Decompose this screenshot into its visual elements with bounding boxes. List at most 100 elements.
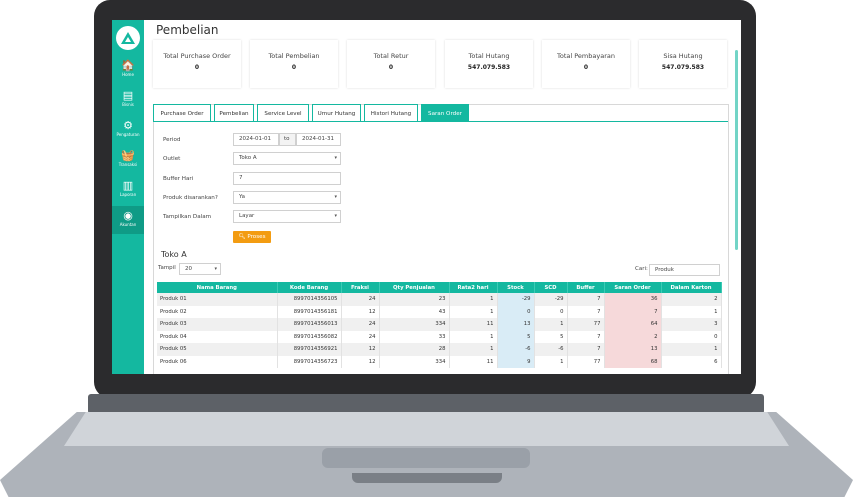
- table-cell: 2: [604, 330, 662, 343]
- tab-pembelian[interactable]: Pembelian: [214, 104, 254, 122]
- column-header[interactable]: Nama Barang: [157, 282, 278, 293]
- table-cell: 24: [341, 318, 380, 331]
- buffer-hari-input[interactable]: 7: [233, 172, 341, 185]
- column-header[interactable]: SCD: [534, 282, 568, 293]
- column-header[interactable]: Buffer: [567, 282, 605, 293]
- table-cell: 1: [661, 305, 722, 318]
- laptop-trackpad: [322, 448, 530, 468]
- table-cell: 13: [497, 318, 535, 331]
- table-cell: 36: [604, 293, 662, 306]
- sidebar-item-label: Pengaturan: [116, 132, 140, 137]
- table-row: Produk 06 8997014356723 12 334 11 9 1 77 68 6: [157, 355, 722, 368]
- table-cell: 0: [661, 330, 722, 343]
- table-cell: -6: [497, 343, 535, 356]
- card-value: 547.079.583: [467, 64, 511, 71]
- table-cell: 1: [534, 318, 568, 331]
- card-title: Total Pembayaran: [557, 52, 615, 60]
- table-row: Produk 05 8997014356921 12 28 1 -6 -6 7 13 1: [157, 343, 722, 356]
- gears-icon: ⚙: [123, 119, 133, 132]
- table-cell: -6: [534, 343, 568, 356]
- table-cell: 24: [341, 293, 380, 306]
- column-header[interactable]: Kode Barang: [277, 282, 342, 293]
- table-cell: 12: [341, 305, 380, 318]
- sidebar-item-label: Laporan: [119, 192, 137, 197]
- column-header[interactable]: Fraksi: [341, 282, 380, 293]
- show-entries-label: Tampil: [158, 265, 176, 271]
- summary-card: Sisa Hutang 547.079.583: [639, 40, 727, 88]
- show-entries-select[interactable]: 20: [179, 263, 221, 275]
- table-cell: 5: [497, 330, 535, 343]
- summary-card: Total Pembayaran 0: [542, 40, 630, 88]
- card-title: Total Pembelian: [268, 52, 320, 60]
- search-label: Cari:: [635, 266, 648, 272]
- table-cell: 28: [379, 343, 450, 356]
- table-cell: 33: [379, 330, 450, 343]
- search-input[interactable]: Produk: [649, 264, 720, 276]
- tab-service-level[interactable]: Service Level: [257, 104, 309, 122]
- column-header[interactable]: Rata2 hari: [449, 282, 498, 293]
- table-cell: 7: [567, 330, 605, 343]
- card-value: 547.079.583: [661, 64, 705, 71]
- sidebar-item-bisnis[interactable]: ▤ Bisnis: [112, 86, 144, 114]
- table-cell: 12: [341, 355, 380, 368]
- proses-button[interactable]: 🔍︎ Proses: [233, 231, 271, 243]
- sidebar-item-akuntan[interactable]: ◉ Akuntan: [112, 206, 144, 234]
- column-header[interactable]: Stock: [497, 282, 535, 293]
- basket-icon: 🧺: [121, 149, 135, 162]
- tampilkan-dalam-select[interactable]: Layar: [233, 210, 341, 223]
- table-cell: 7: [567, 293, 605, 306]
- table-cell: Produk 04: [157, 330, 278, 343]
- tab-saran-order[interactable]: Saran Order: [421, 104, 469, 122]
- period-label: Period: [163, 137, 181, 143]
- tampilkan-dalam-label: Tampilkan Dalam: [163, 214, 212, 220]
- table-cell: 7: [567, 343, 605, 356]
- period-from-input[interactable]: 2024-01-01: [233, 133, 279, 146]
- card-value: 0: [194, 64, 200, 71]
- table-cell: 8997014356181: [277, 305, 342, 318]
- table-cell: 7: [567, 305, 605, 318]
- sidebar-item-transaksi[interactable]: 🧺 Transaksi: [112, 146, 144, 174]
- table-cell: 13: [604, 343, 662, 356]
- tab-purchase-order[interactable]: Purchase Order: [153, 104, 211, 122]
- card-title: Total Retur: [373, 52, 409, 60]
- table-cell: 77: [567, 355, 605, 368]
- table-row: Produk 01 8997014356105 24 23 1 -29 -29 7 36 2: [157, 293, 722, 306]
- table-cell: 11: [449, 318, 498, 331]
- column-header[interactable]: Qty Penjualan: [379, 282, 450, 293]
- table-cell: 6: [661, 355, 722, 368]
- table-row: Produk 04 8997014356082 24 33 1 5 5 7 2 0: [157, 330, 722, 343]
- outlet-select[interactable]: Toko A: [233, 152, 341, 165]
- table-cell: 1: [449, 330, 498, 343]
- sidebar-item-home[interactable]: 🏠 Home: [112, 56, 144, 84]
- table-cell: 64: [604, 318, 662, 331]
- sidebar: 🏠 Home ▤ Bisnis ⚙ Pengaturan 🧺 Transaksi…: [112, 20, 144, 374]
- table-cell: Produk 02: [157, 305, 278, 318]
- table-cell: -29: [534, 293, 568, 306]
- store-title: Toko A: [161, 250, 187, 259]
- table-cell: 77: [567, 318, 605, 331]
- produk-disarankan-select[interactable]: Ya: [233, 191, 341, 204]
- triangle-logo-icon[interactable]: [116, 26, 140, 50]
- sidebar-item-pengaturan[interactable]: ⚙ Pengaturan: [112, 116, 144, 144]
- table-row: Produk 03 8997014356013 24 334 11 13 1 77 64 3: [157, 318, 722, 331]
- produk-disarankan-label: Produk disarankan?: [163, 195, 218, 201]
- summary-card: Total Purchase Order 0: [153, 40, 241, 88]
- home-icon: 🏠: [121, 59, 135, 72]
- laptop-notch: [352, 473, 502, 483]
- table-header-row: Nama Barang Kode Barang Fraksi Qty Penju…: [157, 282, 722, 293]
- table-cell: 1: [534, 355, 568, 368]
- table-cell: 1: [449, 343, 498, 356]
- period-to-input[interactable]: 2024-01-31: [296, 133, 341, 146]
- tab-histori-hutang[interactable]: Histori Hutang: [364, 104, 418, 122]
- column-header[interactable]: Dalam Karton: [661, 282, 722, 293]
- card-value: 0: [291, 64, 297, 71]
- page-scrollbar[interactable]: [735, 50, 738, 250]
- tab-umur-hutang[interactable]: Umur Hutang: [312, 104, 361, 122]
- column-header[interactable]: Saran Order: [604, 282, 662, 293]
- laptop-hinge: [88, 394, 764, 414]
- ledger-icon: ▤: [122, 89, 134, 102]
- table-cell: 8997014356013: [277, 318, 342, 331]
- saran-order-table: Nama Barang Kode Barang Fraksi Qty Penju…: [157, 282, 722, 368]
- table-cell: 0: [497, 305, 535, 318]
- sidebar-item-laporan[interactable]: ▥ Laporan: [112, 176, 144, 204]
